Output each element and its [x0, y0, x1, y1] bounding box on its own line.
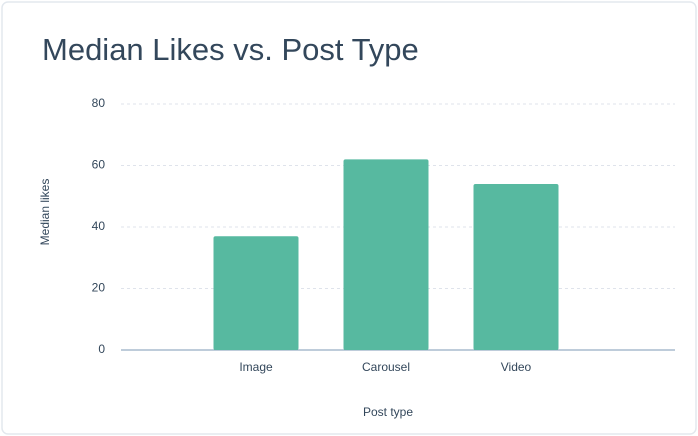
- y-axis-label: Median likes: [38, 179, 52, 246]
- y-tick-label: 0: [98, 342, 105, 356]
- chart-title: Median Likes vs. Post Type: [42, 32, 419, 67]
- y-tick-label: 60: [92, 158, 106, 172]
- y-tick-label: 20: [92, 281, 106, 295]
- x-axis-label: Post type: [363, 405, 413, 419]
- bar: [343, 159, 429, 350]
- x-tick-label: Video: [501, 360, 532, 374]
- y-tick-label: 40: [92, 219, 106, 233]
- x-tick-label: Image: [239, 360, 273, 374]
- x-tick-label: Carousel: [362, 360, 410, 374]
- bar: [213, 236, 299, 350]
- bar: [473, 183, 559, 350]
- y-tick-label: 80: [92, 96, 106, 110]
